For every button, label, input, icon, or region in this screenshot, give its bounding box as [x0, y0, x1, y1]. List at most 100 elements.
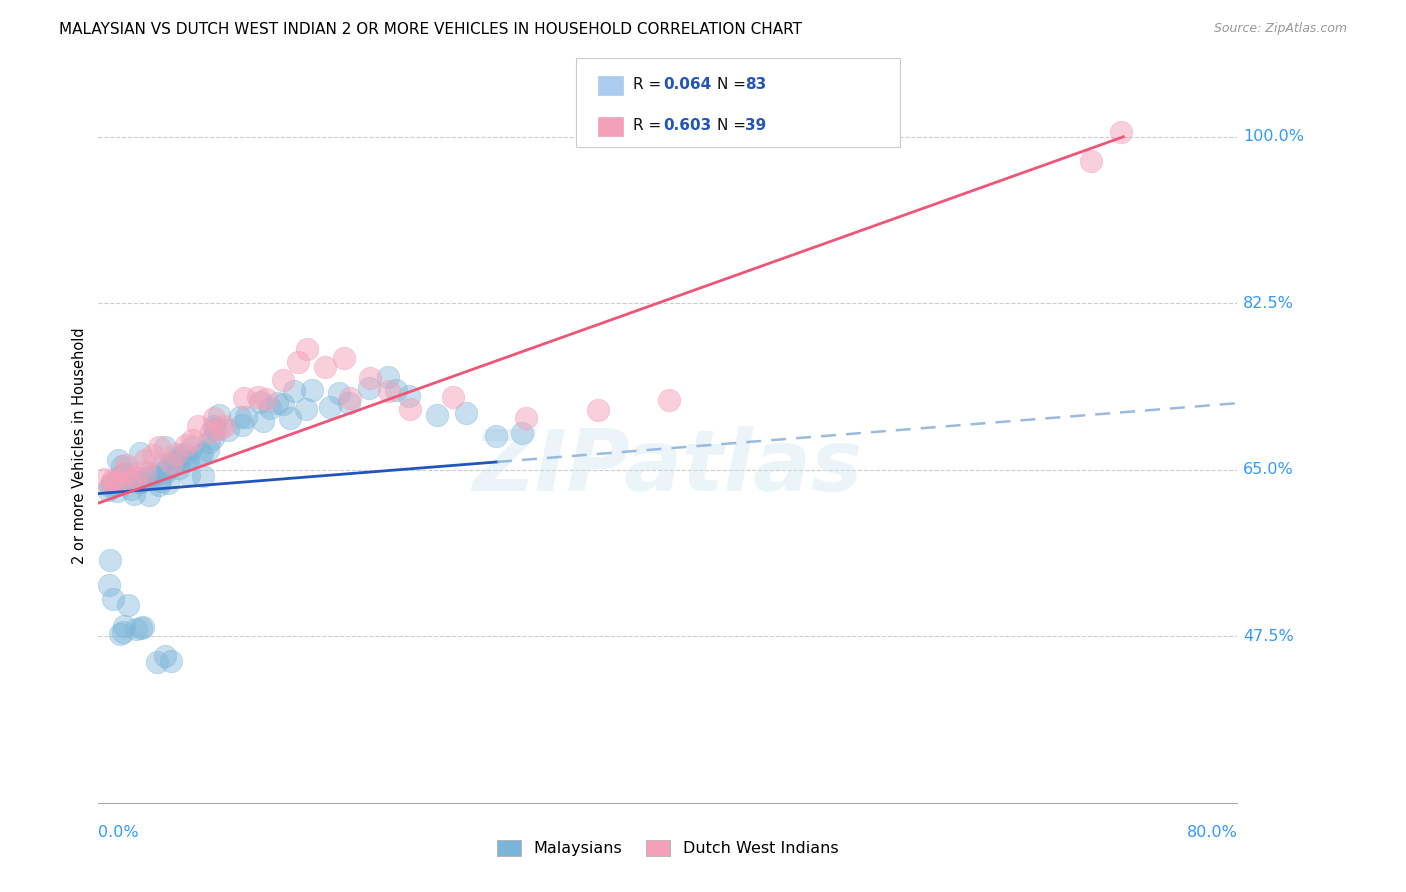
- Point: [191, 447, 214, 461]
- Point: [93, 471, 115, 485]
- Point: [153, 649, 176, 664]
- Point: [301, 383, 323, 397]
- Point: [98, 479, 121, 493]
- Point: [149, 474, 172, 488]
- Point: [204, 422, 226, 436]
- Point: [177, 453, 200, 467]
- Point: [134, 465, 156, 479]
- Point: [132, 620, 155, 634]
- Point: [191, 469, 214, 483]
- Point: [125, 470, 148, 484]
- Point: [174, 447, 197, 461]
- Point: [176, 438, 198, 452]
- Text: 39: 39: [745, 119, 766, 133]
- Point: [246, 390, 269, 404]
- Point: [188, 449, 211, 463]
- Text: 65.0%: 65.0%: [1243, 462, 1294, 477]
- Point: [377, 369, 399, 384]
- Point: [252, 414, 274, 428]
- Text: 0.0%: 0.0%: [98, 825, 139, 840]
- Point: [295, 401, 318, 416]
- Point: [359, 371, 381, 385]
- Point: [283, 384, 305, 398]
- Point: [167, 449, 190, 463]
- Text: R =: R =: [633, 119, 666, 133]
- Point: [658, 392, 681, 407]
- Point: [148, 440, 170, 454]
- Point: [157, 461, 180, 475]
- Point: [385, 384, 408, 398]
- Point: [287, 354, 309, 368]
- Point: [121, 473, 143, 487]
- Text: 47.5%: 47.5%: [1243, 629, 1294, 644]
- Point: [398, 402, 420, 417]
- Point: [107, 453, 129, 467]
- Point: [101, 592, 124, 607]
- Point: [454, 406, 477, 420]
- Point: [1109, 126, 1132, 140]
- Point: [98, 552, 121, 566]
- Point: [165, 455, 187, 469]
- Point: [156, 461, 179, 475]
- Point: [339, 392, 361, 406]
- Point: [120, 482, 142, 496]
- Text: N =: N =: [717, 78, 751, 92]
- Point: [212, 419, 235, 434]
- Legend: Malaysians, Dutch West Indians: Malaysians, Dutch West Indians: [491, 833, 845, 863]
- Point: [111, 458, 134, 473]
- Text: MALAYSIAN VS DUTCH WEST INDIAN 2 OR MORE VEHICLES IN HOUSEHOLD CORRELATION CHART: MALAYSIAN VS DUTCH WEST INDIAN 2 OR MORE…: [59, 22, 801, 37]
- Point: [202, 430, 225, 444]
- Point: [333, 351, 356, 366]
- Point: [125, 622, 148, 636]
- Point: [202, 418, 225, 433]
- Point: [271, 373, 294, 387]
- Text: 82.5%: 82.5%: [1243, 296, 1294, 310]
- Point: [112, 466, 135, 480]
- Point: [271, 397, 294, 411]
- Point: [146, 655, 169, 669]
- Point: [426, 408, 449, 422]
- Point: [114, 458, 136, 473]
- Point: [120, 473, 142, 487]
- Point: [180, 440, 202, 454]
- Point: [101, 473, 124, 487]
- Point: [155, 465, 177, 479]
- Point: [112, 467, 135, 482]
- Point: [134, 453, 156, 467]
- Point: [187, 418, 209, 433]
- Point: [129, 475, 152, 490]
- Text: ZIPatlas: ZIPatlas: [472, 425, 863, 509]
- Point: [117, 598, 139, 612]
- Point: [128, 473, 150, 487]
- Point: [165, 447, 187, 461]
- Point: [1080, 154, 1102, 169]
- Point: [328, 385, 350, 400]
- Point: [198, 434, 221, 449]
- Point: [129, 621, 152, 635]
- Point: [441, 390, 464, 404]
- Point: [278, 411, 301, 425]
- Point: [207, 408, 229, 422]
- Text: R =: R =: [633, 78, 666, 92]
- Point: [337, 396, 360, 410]
- Point: [148, 478, 170, 492]
- Point: [357, 381, 380, 395]
- Point: [208, 422, 231, 436]
- Point: [176, 453, 198, 467]
- Point: [139, 467, 162, 481]
- Point: [129, 445, 152, 459]
- Text: Source: ZipAtlas.com: Source: ZipAtlas.com: [1213, 22, 1347, 36]
- Point: [128, 475, 150, 489]
- Point: [180, 434, 202, 448]
- Point: [266, 395, 288, 409]
- Point: [112, 624, 135, 639]
- Point: [159, 654, 181, 668]
- Point: [101, 475, 124, 489]
- Point: [233, 391, 256, 405]
- Point: [122, 487, 145, 501]
- Point: [231, 417, 253, 432]
- Point: [510, 426, 533, 441]
- Point: [138, 488, 160, 502]
- Point: [377, 384, 399, 399]
- Point: [229, 410, 252, 425]
